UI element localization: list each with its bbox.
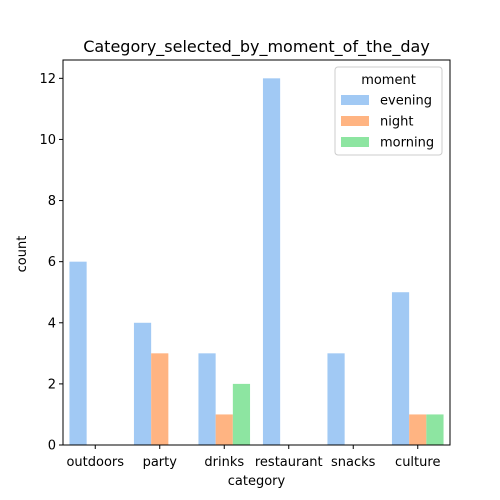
legend-items: evening night morning — [341, 94, 434, 151]
x-tick-label-party: party — [143, 455, 178, 470]
x-tick-label-restaurant: restaurant — [255, 455, 323, 470]
legend-label-morning: morning — [380, 136, 434, 151]
bar-night-drinks — [215, 414, 233, 445]
bar-evening-drinks — [198, 353, 216, 445]
chart-title: Category_selected_by_moment_of_the_day — [83, 37, 430, 57]
bars-layer — [69, 78, 444, 445]
y-tick-label: 10 — [39, 133, 56, 148]
legend: moment evening night morning — [334, 66, 443, 156]
x-tick-label-drinks: drinks — [204, 455, 244, 470]
axes-layer: 0 2 4 6 8 10 12 outdoors party drinks restaurant sn… — [39, 59, 451, 470]
legend-label-evening: evening — [380, 94, 432, 109]
bar-night-culture — [409, 414, 427, 445]
bar-night-party — [151, 353, 169, 445]
bar-evening-party — [133, 322, 152, 445]
y-tick-label: 8 — [48, 194, 56, 209]
bar-evening-culture — [391, 292, 410, 445]
legend-box — [334, 66, 443, 156]
x-axis-title: category — [228, 474, 286, 489]
bar-evening-snacks — [327, 353, 345, 445]
y-axis-title: count — [15, 236, 30, 273]
legend-swatch-evening — [341, 95, 369, 105]
legend-title: moment — [361, 73, 416, 88]
plot-frame — [62, 59, 451, 446]
x-tick-label-culture: culture — [395, 455, 440, 470]
legend-label-night: night — [380, 115, 413, 130]
bar-morning-culture — [426, 414, 444, 445]
bar-evening-outdoors — [69, 261, 87, 445]
y-tick-label: 6 — [48, 255, 56, 270]
bar-morning-drinks — [232, 383, 251, 445]
y-tick-label: 12 — [39, 72, 56, 87]
y-tick-label: 4 — [48, 316, 56, 331]
x-tick-label-outdoors: outdoors — [66, 455, 124, 470]
y-tick-label: 0 — [48, 439, 56, 454]
legend-swatch-night — [341, 116, 369, 126]
legend-swatch-morning — [341, 137, 369, 147]
x-tick-label-snacks: snacks — [331, 455, 376, 470]
bar-evening-restaurant — [262, 78, 281, 445]
y-tick-label: 2 — [48, 377, 56, 392]
